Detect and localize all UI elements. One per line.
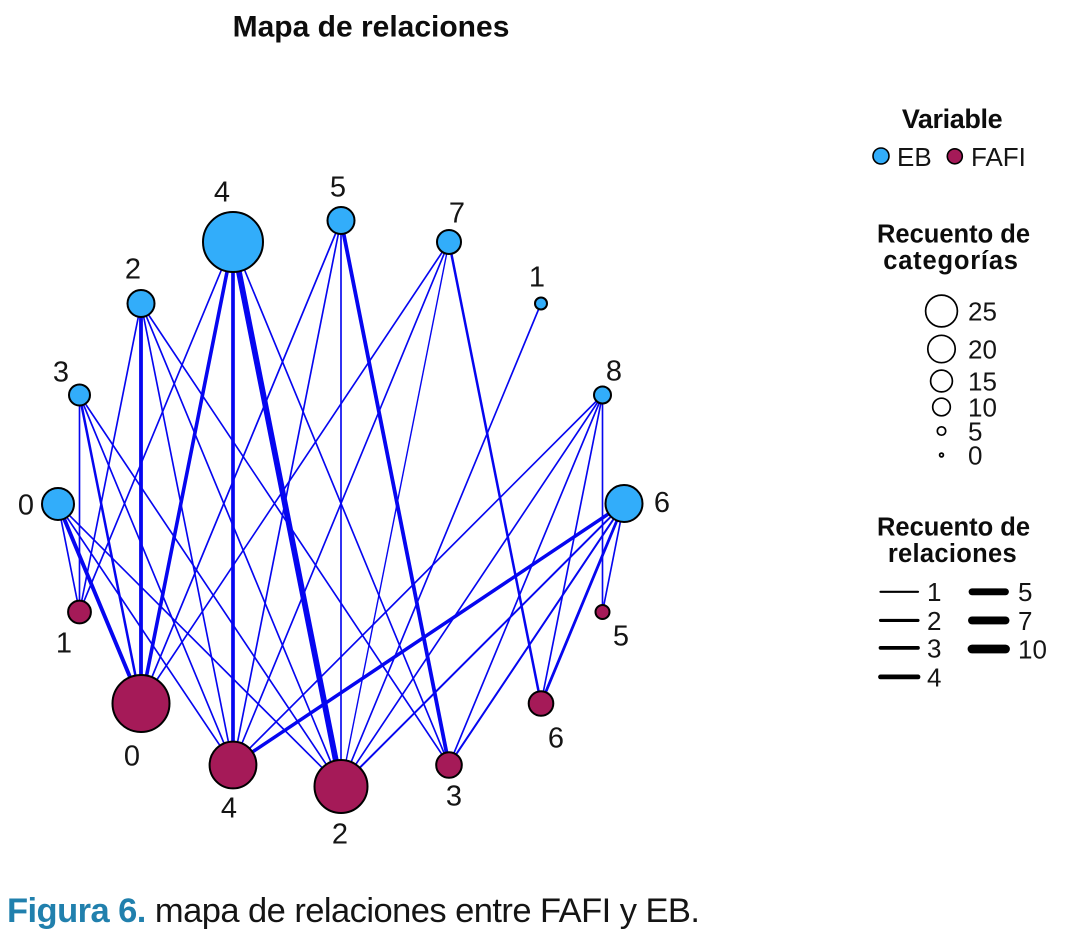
svg-text:relaciones: relaciones [888, 540, 1017, 568]
svg-text:2: 2 [125, 254, 141, 286]
svg-text:0: 0 [18, 490, 34, 522]
svg-text:5: 5 [613, 621, 629, 653]
svg-text:6: 6 [548, 723, 564, 755]
svg-text:5: 5 [330, 172, 346, 204]
svg-text:3: 3 [446, 781, 462, 813]
svg-text:15: 15 [968, 366, 997, 396]
svg-text:4: 4 [214, 177, 230, 209]
svg-text:5: 5 [1018, 577, 1032, 607]
svg-text:20: 20 [968, 334, 997, 364]
svg-text:Recuento de: Recuento de [877, 221, 1030, 249]
svg-text:2: 2 [332, 819, 348, 851]
svg-text:EB: EB [897, 142, 932, 172]
svg-text:10: 10 [1018, 634, 1047, 664]
svg-text:8: 8 [606, 356, 622, 388]
svg-text:Mapa de relaciones: Mapa de relaciones [233, 11, 510, 44]
svg-text:6: 6 [654, 487, 670, 519]
svg-text:4: 4 [927, 662, 941, 692]
svg-text:categorías: categorías [883, 247, 1019, 275]
svg-text:FAFI: FAFI [971, 142, 1026, 172]
svg-text:Variable: Variable [902, 104, 1003, 134]
svg-text:1: 1 [56, 628, 72, 660]
svg-text:1: 1 [529, 262, 545, 294]
svg-text:Figura 6. mapa de relaciones e: Figura 6. mapa de relaciones entre FAFI … [7, 892, 699, 930]
svg-text:2: 2 [927, 606, 941, 636]
svg-text:3: 3 [53, 357, 69, 389]
svg-text:1: 1 [927, 577, 941, 607]
svg-text:5: 5 [968, 416, 982, 446]
svg-text:3: 3 [927, 633, 941, 663]
svg-text:0: 0 [968, 440, 982, 470]
svg-text:7: 7 [1018, 606, 1032, 636]
svg-text:Recuento de: Recuento de [877, 514, 1030, 542]
svg-text:7: 7 [449, 198, 465, 230]
svg-text:0: 0 [124, 741, 140, 773]
svg-text:4: 4 [221, 793, 237, 825]
svg-text:25: 25 [968, 296, 997, 326]
svg-text:10: 10 [968, 392, 997, 422]
